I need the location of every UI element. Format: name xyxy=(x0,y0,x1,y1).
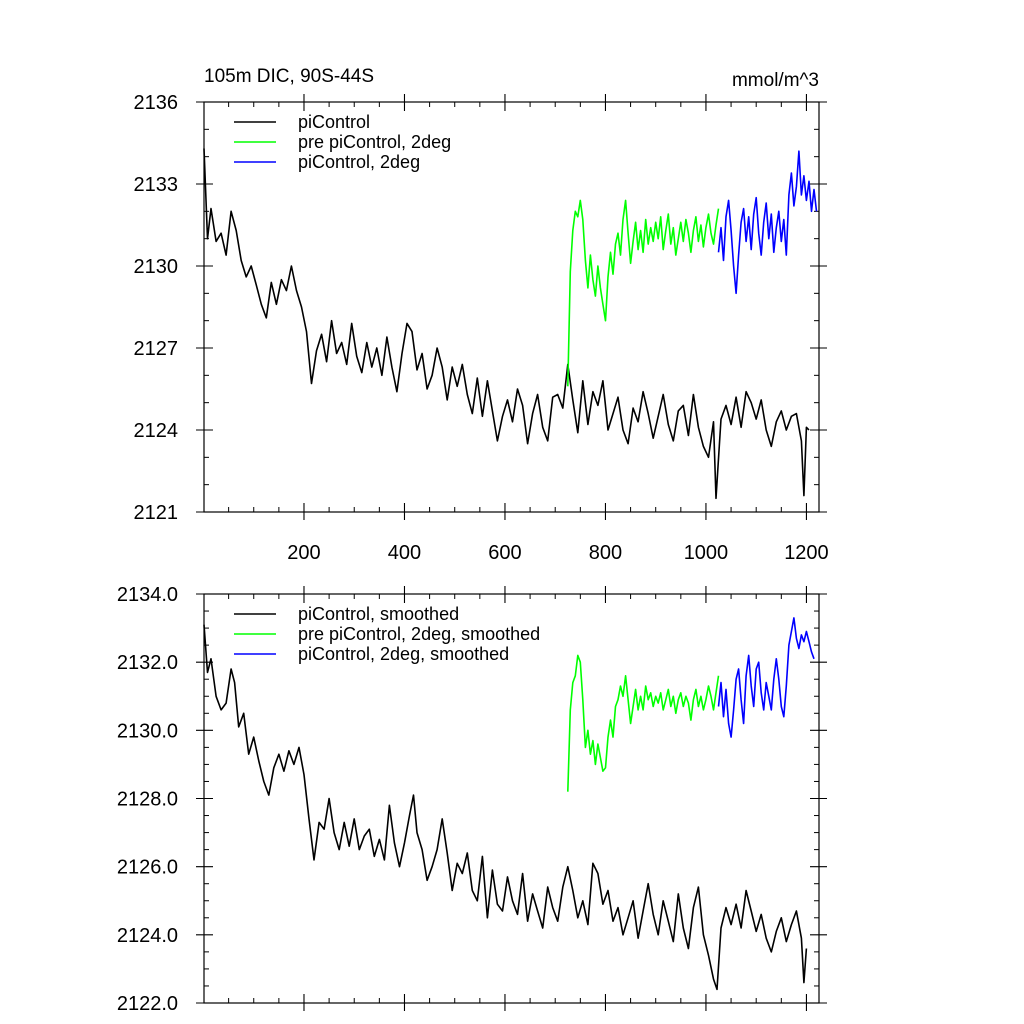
bottom-y-tick-label: 2132.0 xyxy=(117,652,178,674)
bottom-legend-label-1: pre piControl, 2deg, smoothed xyxy=(298,624,540,644)
top-x-tick-label: 1000 xyxy=(684,542,729,564)
bottom-y-tick-label: 2130.0 xyxy=(117,720,178,742)
top-y-tick-label: 2133 xyxy=(134,174,179,196)
top-title-left: 105m DIC, 90S-44S xyxy=(204,66,374,87)
bottom-y-tick-label: 2134.0 xyxy=(117,584,178,606)
top-x-tick-label: 1200 xyxy=(784,542,829,564)
top-legend-label-2: piControl, 2deg xyxy=(298,152,420,172)
top-y-tick-label: 2124 xyxy=(134,420,179,442)
top-x-tick-label: 400 xyxy=(388,542,421,564)
top-series-1-line xyxy=(567,199,720,387)
top-plot-frame xyxy=(203,101,820,513)
bottom-series-0-line xyxy=(203,624,808,991)
bottom-series-1-line xyxy=(567,654,720,792)
top-series-2-line xyxy=(717,150,818,295)
bottom-legend-label-0: piControl, smoothed xyxy=(298,604,459,624)
bottom-panel: 2122.0 2124.0 2126.0 2128.0 2130.0 2132.0 2134… xyxy=(117,584,827,1015)
top-x-tick-label: 600 xyxy=(488,542,521,564)
top-legend-label-0: piControl xyxy=(298,112,370,132)
bottom-legend-label-2: piControl, 2deg, smoothed xyxy=(298,644,509,664)
top-x-tick-label: 800 xyxy=(589,542,622,564)
top-y-tick-label: 2136 xyxy=(134,92,179,114)
top-legend-label-1: pre piControl, 2deg xyxy=(298,132,451,152)
top-y-tick-label: 2127 xyxy=(134,338,179,360)
top-x-tick-label: 200 xyxy=(287,542,320,564)
bottom-y-tick-label: 2128.0 xyxy=(117,789,178,811)
top-panel: 105m DIC, 90S-44S mmol/m^3 200 400 600 800 1… xyxy=(134,66,829,564)
bottom-series-2-line xyxy=(717,617,815,738)
bottom-y-tick-label: 2122.0 xyxy=(117,993,178,1015)
top-series-0-line xyxy=(203,148,810,500)
top-y-tick-label: 2121 xyxy=(134,502,179,524)
bottom-y-tick-label: 2126.0 xyxy=(117,857,178,879)
top-y-tick-label: 2130 xyxy=(134,256,179,278)
bottom-y-tick-label: 2124.0 xyxy=(117,925,178,947)
bottom-plot-frame xyxy=(203,593,820,1004)
top-title-right: mmol/m^3 xyxy=(732,70,819,91)
